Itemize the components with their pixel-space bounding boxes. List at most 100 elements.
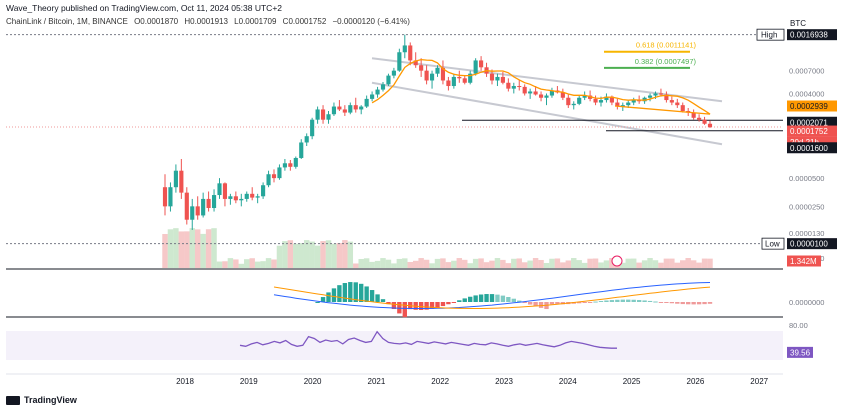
volume-bar xyxy=(456,258,463,268)
volume-bar xyxy=(451,260,457,268)
volume-bar xyxy=(320,241,326,268)
volume-bar xyxy=(396,258,403,268)
volume-bar xyxy=(532,258,539,268)
candle xyxy=(277,167,282,179)
x-tick-label: 2025 xyxy=(623,377,641,386)
volume-bar xyxy=(200,233,206,268)
candle xyxy=(380,84,386,90)
y-tick-label: 0.0004000 xyxy=(789,89,824,98)
high-tag-label: High xyxy=(761,31,777,40)
x-tick-label: 2020 xyxy=(304,377,322,386)
candle xyxy=(353,105,358,110)
candle xyxy=(669,100,674,103)
volume-bar xyxy=(658,262,664,268)
volume-bar xyxy=(680,260,686,268)
volume-bar xyxy=(652,260,659,268)
candle xyxy=(697,117,702,120)
candle xyxy=(528,91,533,94)
current-price-tag-bg xyxy=(787,125,837,137)
macd-histogram-bar xyxy=(457,300,462,302)
macd-histogram-bar xyxy=(604,300,609,302)
channel-lower-line xyxy=(371,81,723,146)
brand-label: TradingView xyxy=(24,395,77,405)
candle xyxy=(228,196,233,199)
volume-bar xyxy=(265,258,272,268)
macd-histogram-bar xyxy=(359,283,364,302)
low-price-tag: 0.0000100 xyxy=(790,240,828,249)
macd-histogram-bar xyxy=(337,285,342,302)
macd-histogram-bar xyxy=(636,300,642,302)
macd-histogram-bar xyxy=(342,283,348,302)
candle xyxy=(408,45,413,61)
volume-bar xyxy=(543,262,550,268)
moving-average-line xyxy=(371,58,711,115)
macd-histogram-bar xyxy=(609,300,615,302)
x-tick-label: 2021 xyxy=(368,377,386,386)
macd-signal-line xyxy=(273,286,711,309)
volume-bar xyxy=(260,261,266,268)
volume-bar xyxy=(184,231,190,268)
macd-histogram-bar xyxy=(577,302,582,304)
x-tick-label: 2022 xyxy=(431,377,449,386)
candle xyxy=(184,192,189,220)
candle xyxy=(538,94,544,98)
volume-bar xyxy=(380,258,386,268)
macd-histogram-bar xyxy=(331,288,337,302)
macd-histogram-bar xyxy=(647,300,653,302)
volume-bar xyxy=(429,263,435,268)
macd-histogram-bar xyxy=(582,302,587,303)
volume-bar xyxy=(162,234,168,268)
volume-tag: 1.342M xyxy=(790,257,817,266)
macd-y-tick: 0.0000000 xyxy=(789,298,824,307)
volume-bar xyxy=(581,262,588,268)
low-price-tag-bg xyxy=(787,238,837,250)
candle xyxy=(593,98,598,103)
candle xyxy=(168,187,173,207)
candle xyxy=(549,90,555,96)
candle xyxy=(620,105,625,107)
macd-histogram-bar xyxy=(631,299,636,302)
volume-bar xyxy=(244,259,250,268)
macd-histogram-bar xyxy=(489,294,495,302)
volume-bar xyxy=(620,262,626,268)
candle xyxy=(266,174,271,186)
volume-bar xyxy=(391,263,397,268)
candle xyxy=(331,106,337,115)
candle xyxy=(217,183,222,196)
candle xyxy=(282,163,287,168)
volume-bar xyxy=(407,261,413,268)
volume-bar xyxy=(663,258,670,268)
volume-bar xyxy=(565,260,572,268)
volume-bar xyxy=(674,262,681,268)
candle xyxy=(233,196,238,201)
macd-histogram-bar xyxy=(642,300,647,302)
volume-bar xyxy=(505,263,512,268)
volume-bar xyxy=(342,240,348,268)
support2-price-tag-bg xyxy=(787,142,837,154)
candle xyxy=(544,95,549,98)
candle xyxy=(304,136,309,143)
tradingview-logo[interactable]: TradingView xyxy=(6,395,77,405)
support2-price-tag: 0.0001600 xyxy=(790,144,828,153)
macd-line xyxy=(273,282,711,309)
macd-histogram-bar xyxy=(669,302,675,304)
candle xyxy=(506,82,511,89)
macd-histogram-bar xyxy=(418,302,424,310)
candle xyxy=(370,94,375,99)
volume-bar xyxy=(347,241,354,268)
candle xyxy=(419,65,424,71)
macd-histogram-bar xyxy=(615,299,620,302)
candle xyxy=(658,93,664,95)
volume-bar xyxy=(554,258,561,268)
macd-histogram-bar xyxy=(653,301,658,303)
volume-bar xyxy=(178,231,185,268)
candle xyxy=(337,106,342,110)
macd-histogram-bar xyxy=(478,294,484,302)
volume-bar xyxy=(690,260,697,268)
volume-bar xyxy=(538,259,544,268)
volume-bar xyxy=(325,240,332,268)
currency-label: BTC xyxy=(790,19,806,28)
macd-histogram-bar xyxy=(348,282,353,302)
volume-bar xyxy=(374,260,381,268)
